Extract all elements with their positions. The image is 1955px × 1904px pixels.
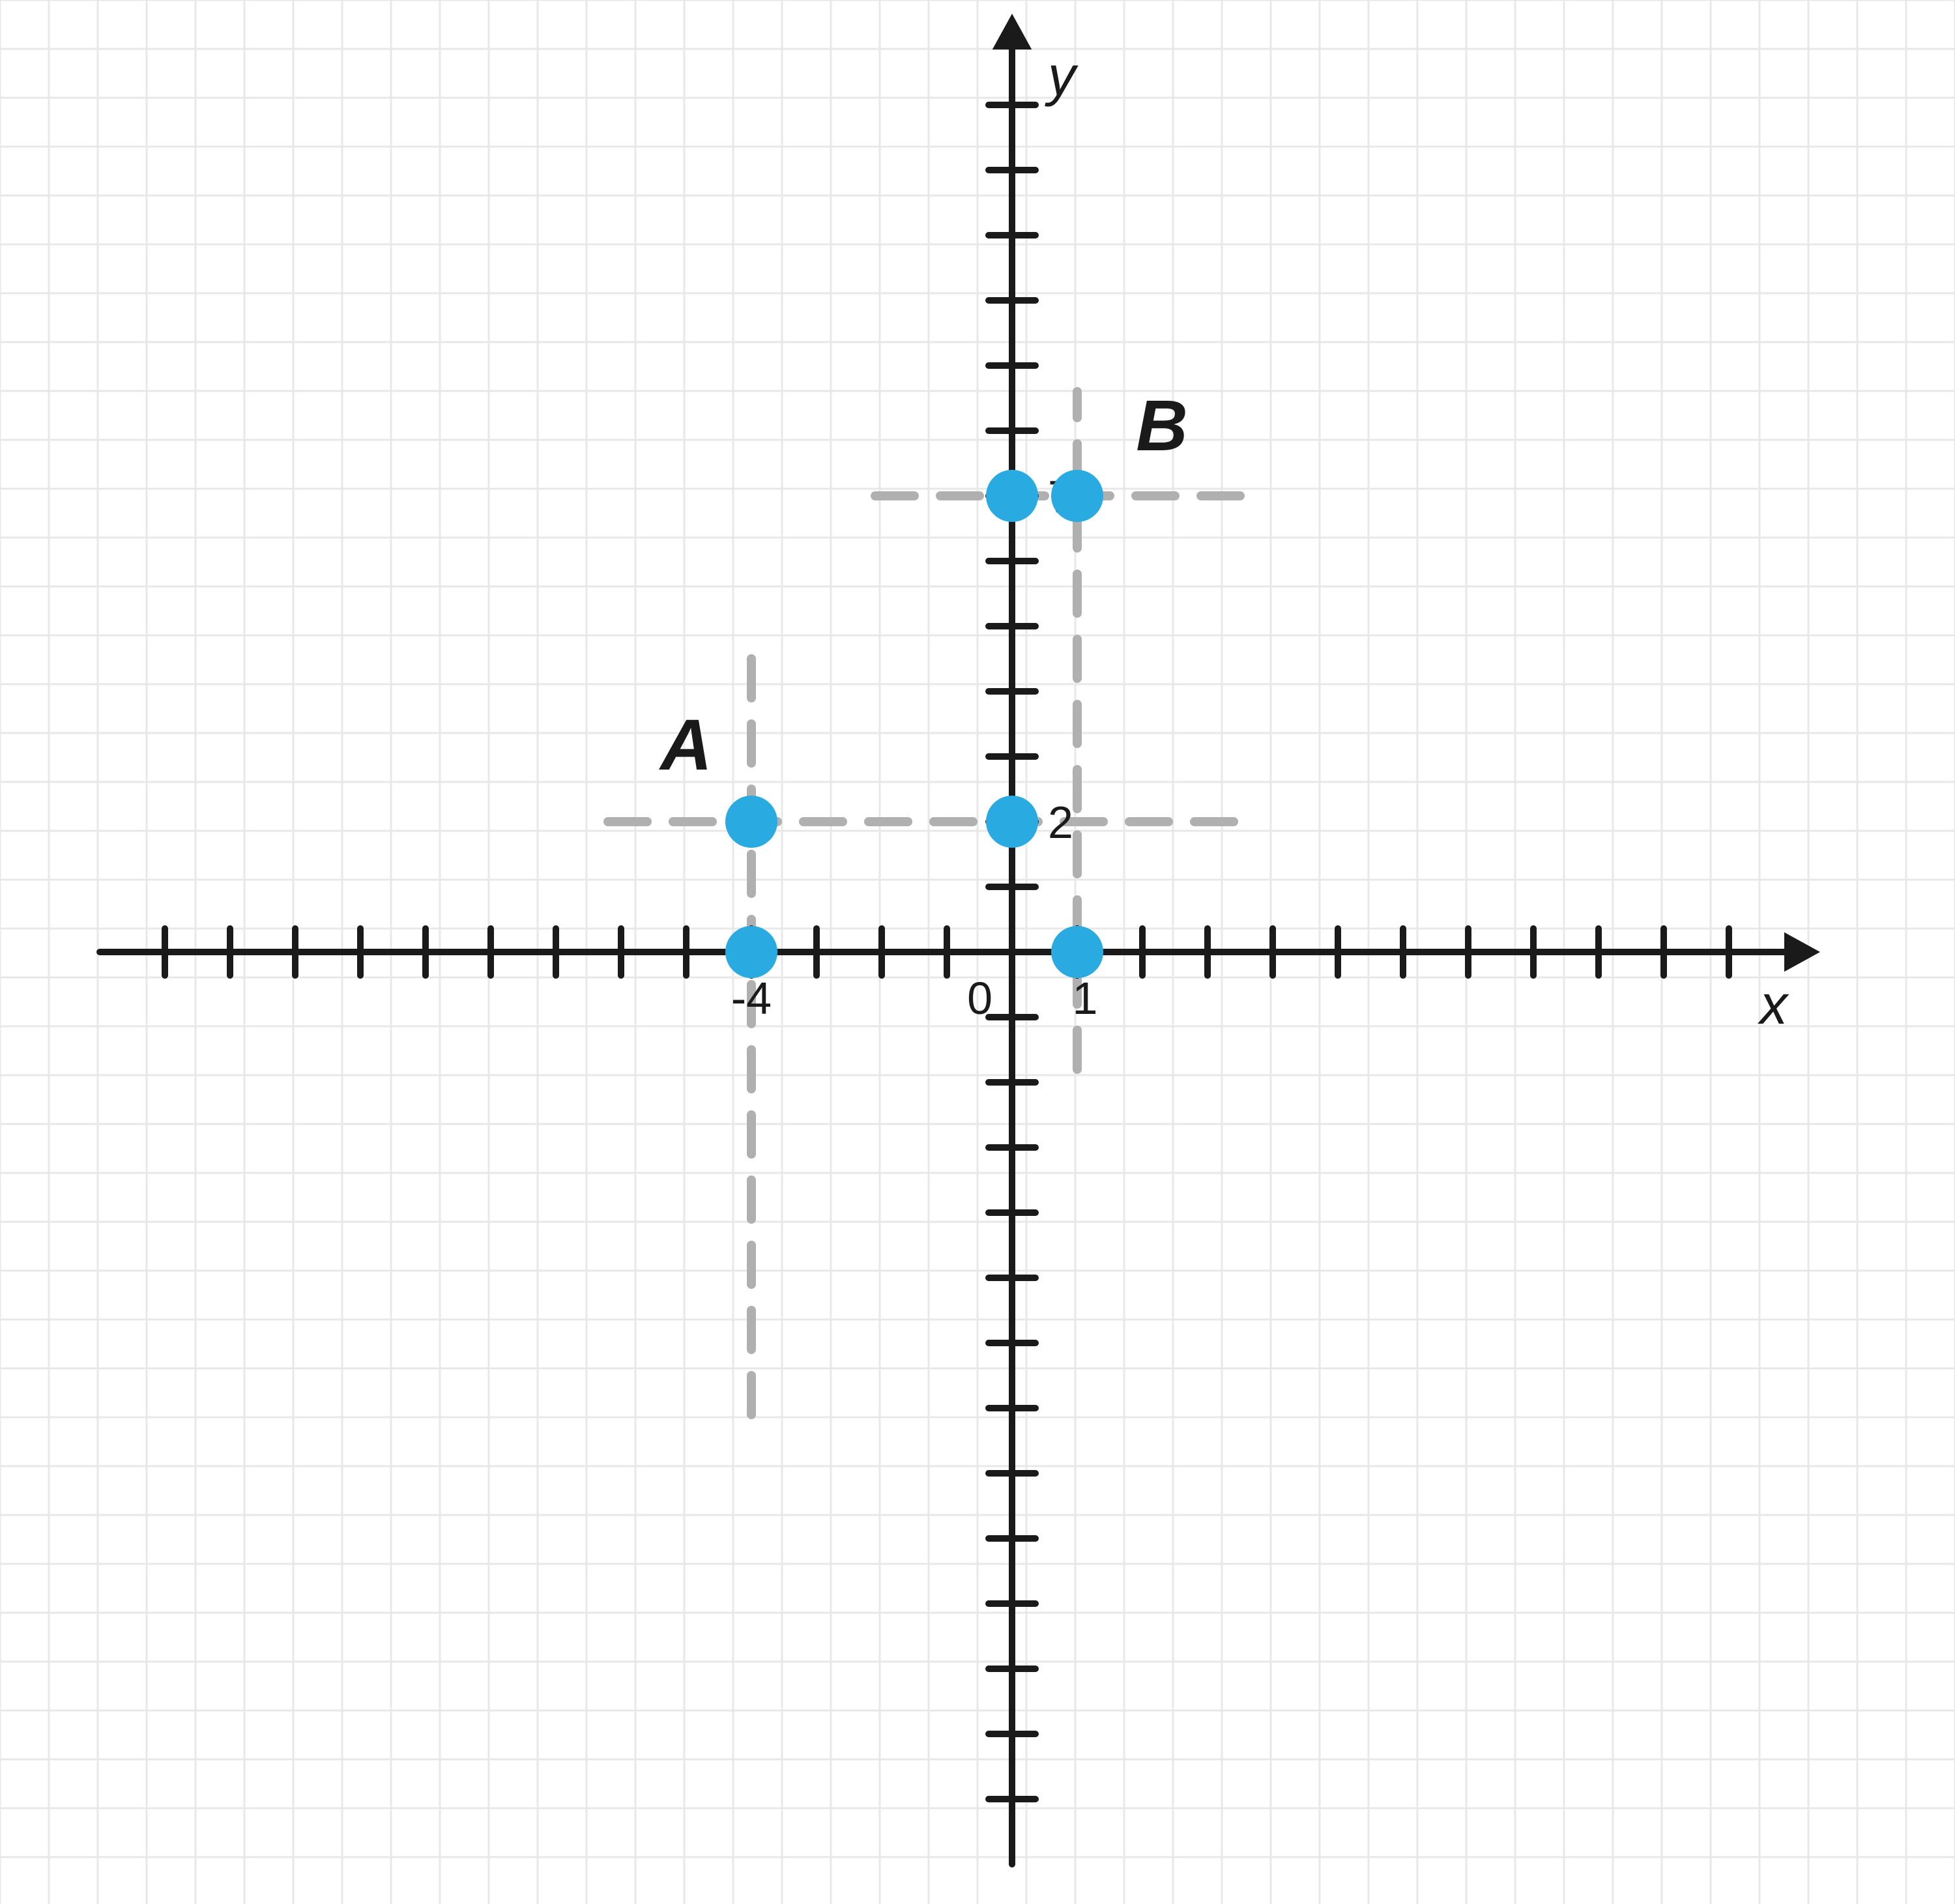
data-point xyxy=(986,796,1038,848)
y-axis-label: y xyxy=(1045,46,1079,108)
data-point xyxy=(1051,470,1103,522)
point-label: A xyxy=(658,705,712,785)
data-point xyxy=(725,796,777,848)
data-point xyxy=(986,470,1038,522)
tick-label: 2 xyxy=(1048,797,1073,848)
coordinate-plane-chart: xy0-4127AB xyxy=(0,0,1955,1904)
chart-svg: xy0-4127AB xyxy=(0,0,1955,1904)
tick-label: -4 xyxy=(731,973,772,1024)
point-label: B xyxy=(1136,386,1187,466)
origin-label: 0 xyxy=(967,973,992,1024)
tick-label: 1 xyxy=(1073,973,1098,1024)
data-point xyxy=(1051,926,1103,978)
data-point xyxy=(725,926,777,978)
x-axis-label: x xyxy=(1758,974,1789,1036)
